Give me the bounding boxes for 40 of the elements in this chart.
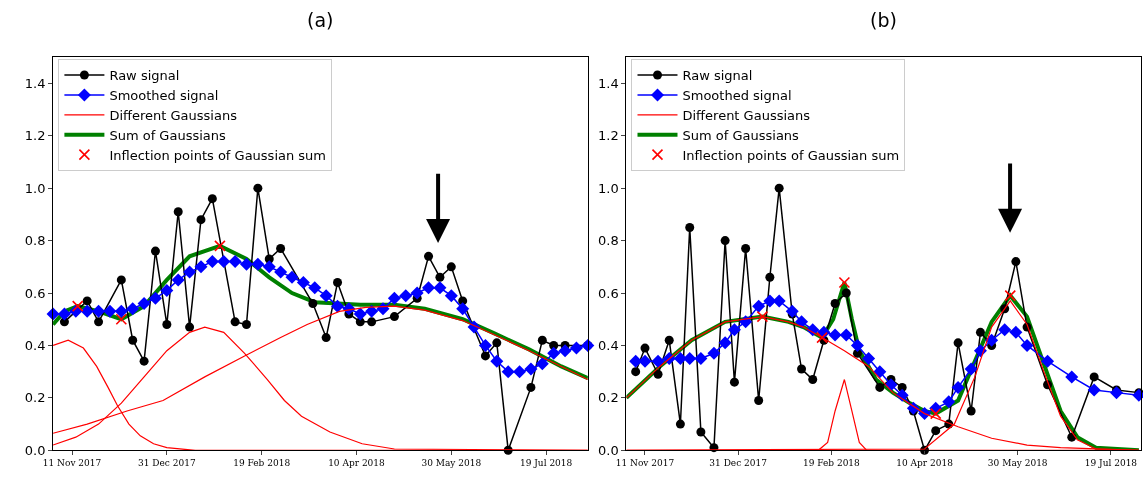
legend-label: Smoothed signal <box>682 88 792 104</box>
y-tick-label: 1.4 <box>598 75 619 91</box>
x-tick-label: 19 Feb 2018 <box>233 458 291 469</box>
y-tick-label: 1.0 <box>598 180 619 196</box>
x-tick-label: 19 Feb 2018 <box>802 458 861 469</box>
x-tick-label: 11 Nov 2017 <box>42 458 102 469</box>
x-tick-label: 31 Dec 2017 <box>138 458 196 469</box>
legend-label: Different Gaussians <box>109 107 238 123</box>
y-tick-label: 0.2 <box>24 390 46 406</box>
legend-label: Smoothed signal <box>109 88 219 104</box>
y-tick-label: 0.8 <box>24 233 46 249</box>
x-tick-label: 19 Jul 2018 <box>519 458 573 469</box>
y-tick-label: 1.2 <box>24 128 46 144</box>
y-tick-label: 0.0 <box>598 442 619 458</box>
legend-label: Inflection points of Gaussian sum <box>682 147 900 163</box>
y-tick-label: 0.6 <box>598 285 619 301</box>
legend-label: Sum of Gaussians <box>682 127 800 143</box>
y-tick-label: 1.4 <box>24 75 46 91</box>
y-tick-label: 1.0 <box>24 180 46 196</box>
y-tick-label: 0.4 <box>24 338 46 353</box>
legend-label: Different Gaussians <box>682 107 811 123</box>
x-tick-label: 19 Jul 2018 <box>1084 458 1138 469</box>
y-tick-label: 0.2 <box>598 390 619 406</box>
x-tick-label: 30 May 2018 <box>421 458 482 469</box>
x-tick-label: 31 Dec 2017 <box>709 458 768 469</box>
x-tick-label: 30 May 2018 <box>987 458 1048 469</box>
legend-label: Raw signal <box>109 68 180 84</box>
y-tick-label: 0.8 <box>598 233 619 249</box>
legend-label: Raw signal <box>682 68 753 84</box>
x-tick-label: 10 Apr 2018 <box>896 458 954 469</box>
chart-title: (a) <box>307 9 334 31</box>
x-tick-label: 11 Nov 2017 <box>615 458 675 469</box>
chart-title: (b) <box>870 9 897 31</box>
y-tick-label: 1.2 <box>598 128 619 144</box>
y-tick-label: 0.4 <box>598 338 619 353</box>
legend-label: Inflection points of Gaussian sum <box>109 147 327 163</box>
y-tick-label: 0.0 <box>24 442 46 458</box>
x-tick-label: 10 Apr 2018 <box>328 458 386 469</box>
y-tick-label: 0.6 <box>24 285 46 301</box>
legend-label: Sum of Gaussians <box>109 127 226 143</box>
